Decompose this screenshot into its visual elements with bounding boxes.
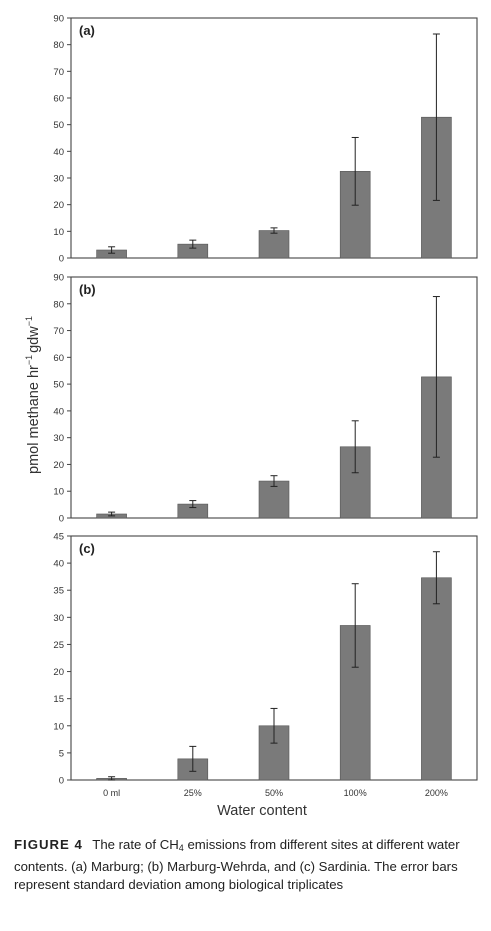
y-tick-label: 20 [53,460,64,471]
caption-text-before: The rate of CH [92,837,179,852]
y-tick-label: 40 [53,406,64,417]
figure-chart: 0102030405060708090(a)010203040506070809… [24,14,478,819]
y-tick-label: 50 [53,380,64,391]
y-tick-label: 45 [53,532,64,543]
y-axis-label: pmol methane hr−1gdw−1 [24,316,42,474]
y-axis-label-sup2: −1 [24,316,34,326]
panel-1: 0 10 20 30 40 50 60 70 80 90 (b) [53,273,478,525]
panel-label: (a) [79,23,95,38]
y-tick-label: 30 [53,433,64,444]
y-tick-label: 90 [53,14,64,25]
y-tick-label: 80 [53,299,64,310]
caption-text-after: emissions from different sites at differ… [14,837,460,892]
y-tick-label: 70 [53,326,64,337]
caption-label: FIGURE 4 [14,837,83,852]
y-tick-label: 60 [53,94,64,105]
y-tick-label: 35 [53,586,64,597]
y-tick-label: 20 [53,667,64,678]
x-tick-label: 100% [344,788,367,798]
y-tick-label: 10 [53,721,64,732]
y-tick-label: 0 [59,254,64,265]
x-tick-label: 200% [425,788,448,798]
y-tick-label: 10 [53,487,64,498]
y-tick-label: 80 [53,40,64,51]
figure-caption: FIGURE 4 The rate of CH4 emissions from … [14,836,476,895]
y-tick-label: 5 [59,748,64,759]
y-tick-label: 90 [53,273,64,284]
y-tick-label: 0 [59,514,64,525]
y-tick-label: 25 [53,640,64,651]
panel-0: 0 10 20 30 40 50 60 70 80 90 (a) [53,14,478,265]
y-tick-label: 40 [53,147,64,158]
y-axis-label-main: pmol methane hr [26,365,42,474]
y-tick-label: 30 [53,174,64,185]
y-axis-label-mid: gdw [26,326,42,353]
y-tick-label: 10 [53,227,64,238]
y-axis-label-sup1: −1 [24,355,34,365]
bar [258,230,290,259]
caption-subscript: 4 [178,843,184,853]
panel-label: (c) [79,541,95,556]
y-tick-label: 15 [53,694,64,705]
panel-frame [70,17,478,259]
x-axis-label: Water content [217,803,307,819]
y-tick-label: 60 [53,353,64,364]
y-tick-label: 20 [53,200,64,211]
x-tick-label: 50% [265,788,283,798]
y-tick-label: 0 [59,776,64,787]
y-tick-label: 50 [53,120,64,131]
bar [421,577,452,781]
y-tick-label: 70 [53,67,64,78]
y-tick-label: 40 [53,559,64,570]
panel-label: (b) [79,282,96,297]
y-tick-label: 30 [53,613,64,624]
x-tick-label: 25% [184,788,202,798]
x-tick-label: 0 ml [103,788,120,798]
panel-2: 0 5 10 15 20 25 30 35 40 45 (c) 0 ml 25% 50% 100% 200% [53,532,478,798]
